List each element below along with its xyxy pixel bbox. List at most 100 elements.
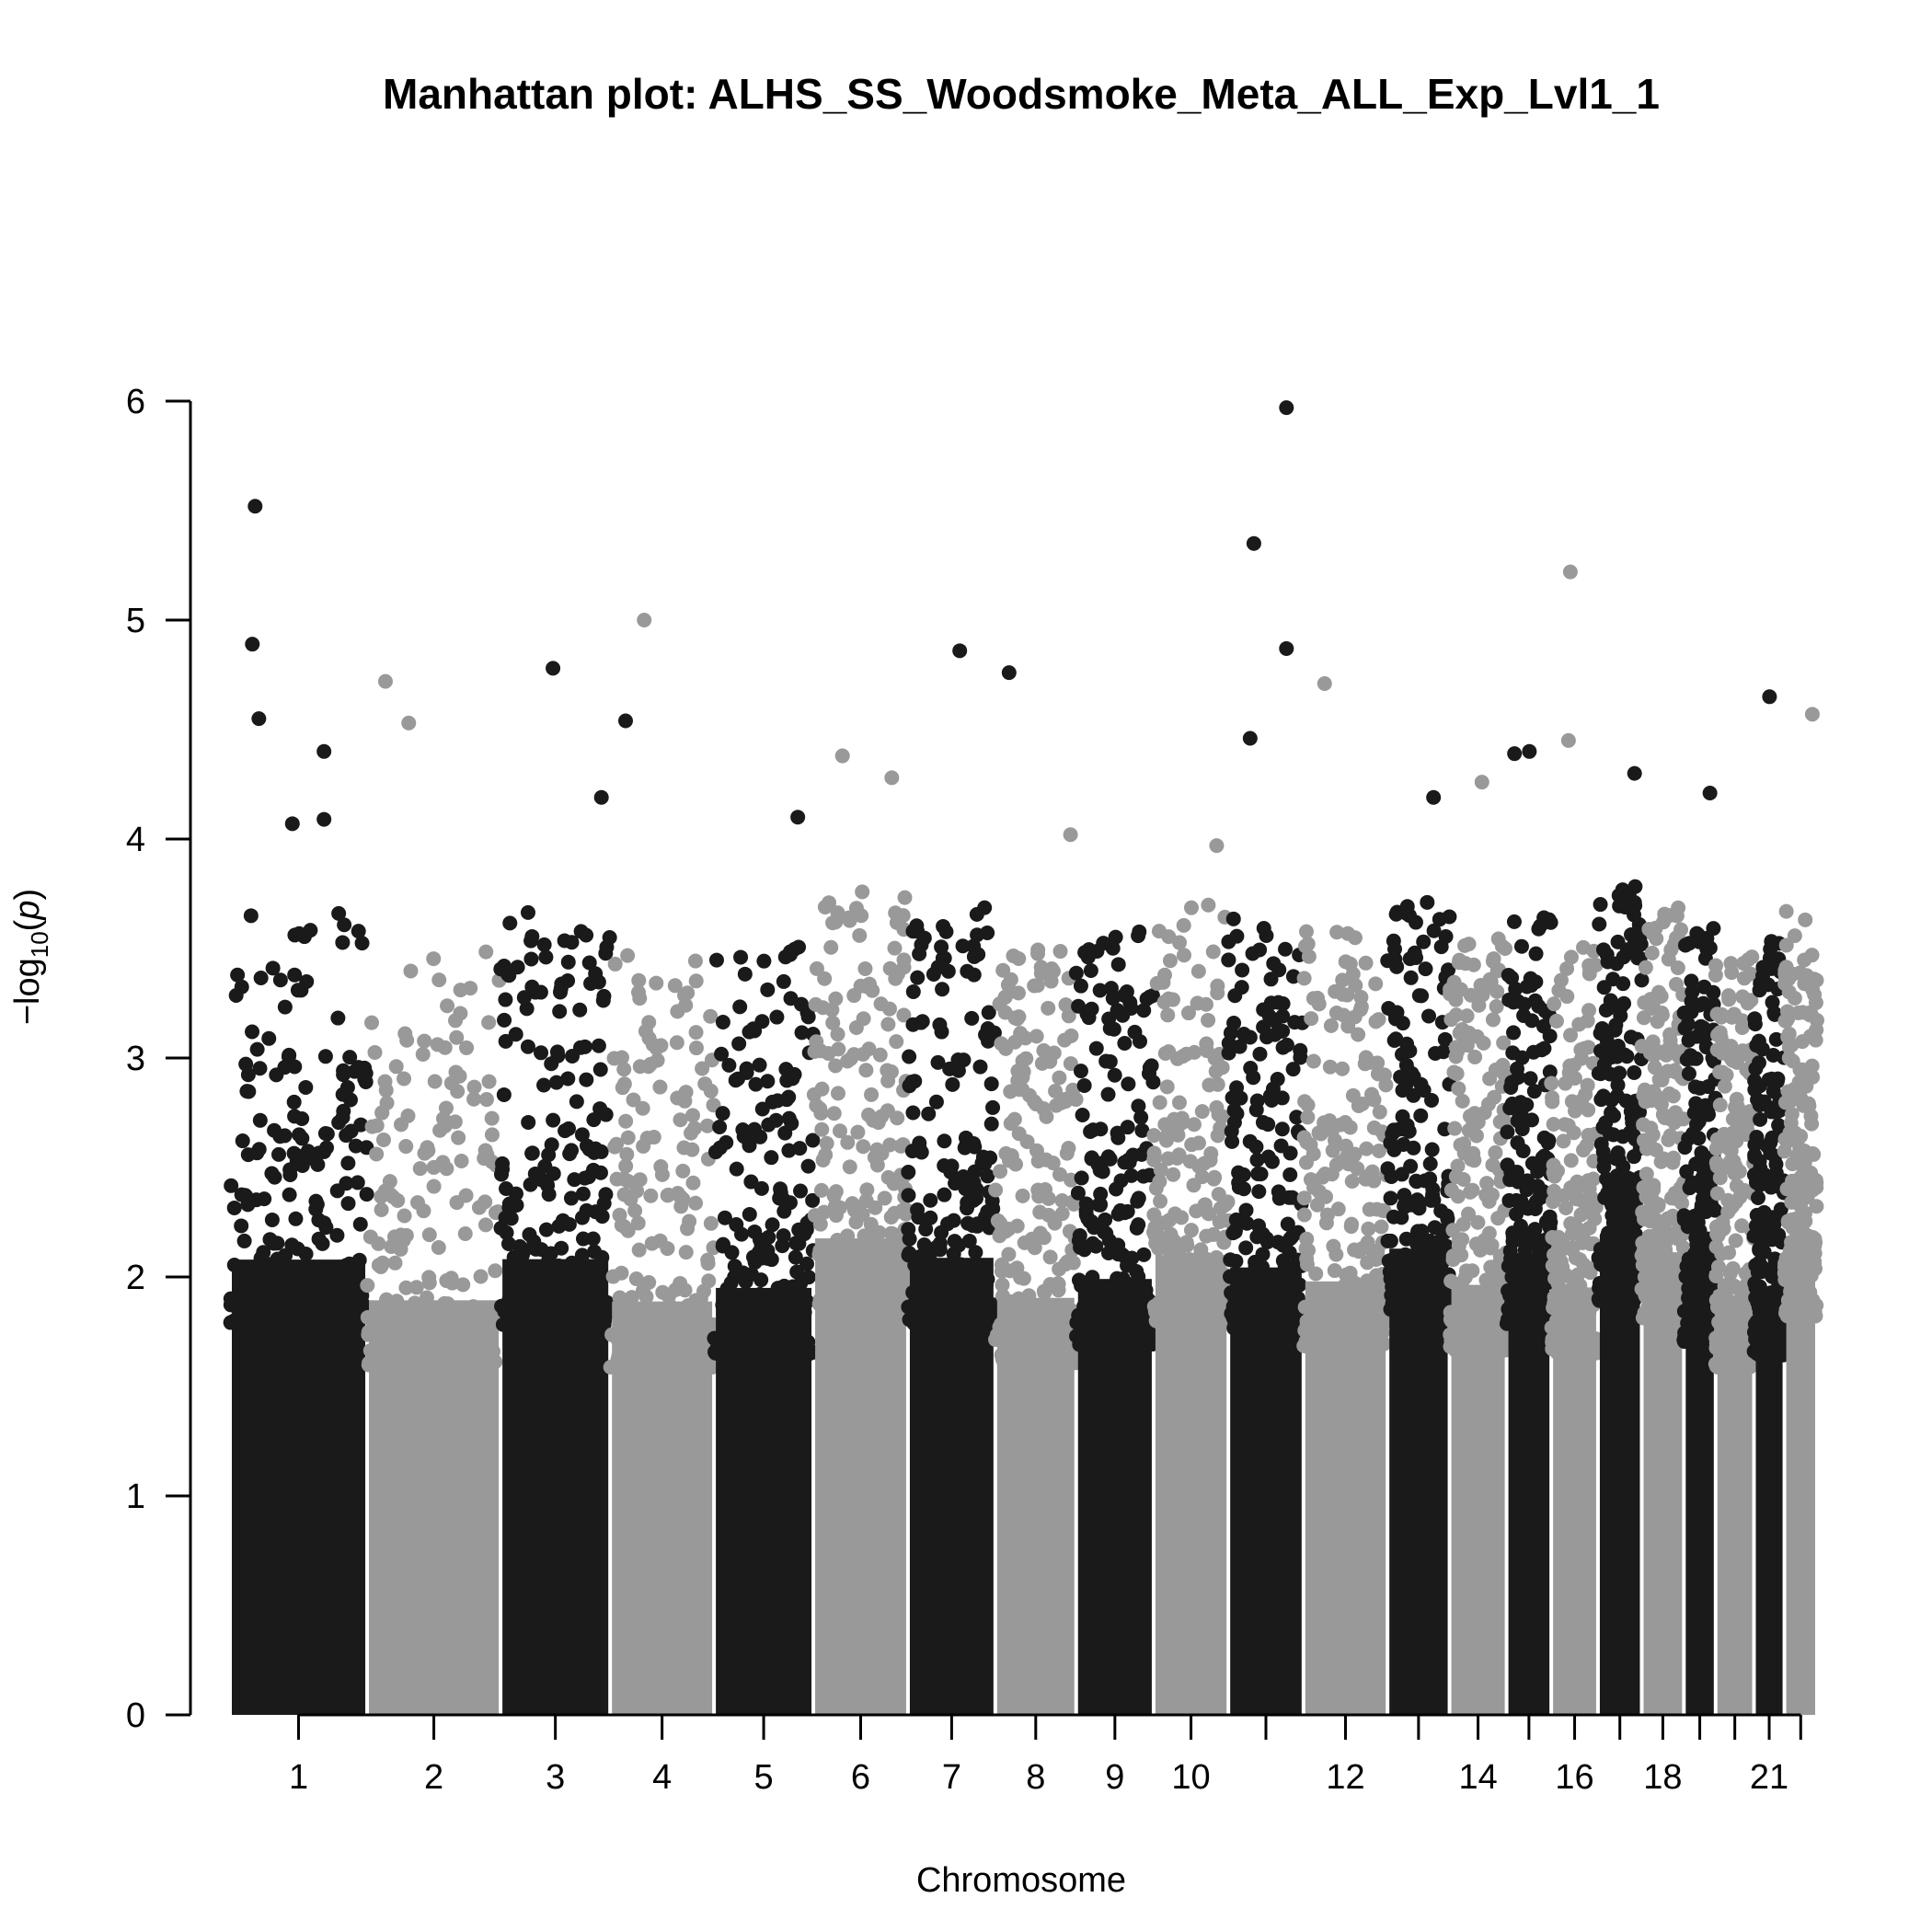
snp-point	[540, 1306, 556, 1322]
snp-point	[1252, 942, 1268, 958]
snp-point	[1059, 1145, 1075, 1161]
snp-point	[1500, 1124, 1515, 1140]
snp-point	[572, 1002, 588, 1018]
snp-point	[1443, 1305, 1458, 1320]
snp-point	[1345, 1087, 1361, 1103]
snp-point	[739, 1343, 754, 1359]
snp-point	[1253, 1296, 1269, 1312]
snp-point	[282, 1047, 297, 1063]
snp-point	[1110, 1125, 1125, 1141]
snp-point	[643, 1188, 659, 1203]
snp-point	[1536, 1130, 1552, 1145]
snp-point	[405, 1306, 420, 1322]
snp-point	[753, 1129, 768, 1144]
snp-point	[966, 949, 982, 964]
peak-point	[884, 770, 900, 786]
snp-point	[574, 1248, 590, 1263]
y-tick-label: 2	[126, 1259, 145, 1297]
x-tick-label: 18	[1643, 1758, 1682, 1797]
snp-point	[677, 1282, 693, 1298]
snp-point	[1010, 1073, 1026, 1088]
snp-point	[1593, 1066, 1608, 1082]
snp-point	[605, 1269, 621, 1284]
snp-point	[756, 1324, 772, 1340]
snp-point	[1696, 979, 1712, 995]
snp-point	[1201, 1206, 1216, 1222]
snp-point	[1451, 1238, 1466, 1254]
snp-point	[902, 1231, 917, 1247]
snp-point	[421, 1270, 437, 1285]
snp-point	[1371, 1012, 1386, 1028]
snp-point	[753, 1300, 768, 1316]
snp-point	[1265, 1282, 1281, 1297]
snp-point	[1202, 1077, 1217, 1093]
snp-point	[1521, 1262, 1536, 1278]
peak-point	[316, 743, 332, 759]
snp-point	[1003, 1116, 1018, 1132]
snp-point	[1766, 1005, 1782, 1020]
snp-point	[707, 1344, 723, 1360]
snp-point	[409, 1195, 425, 1211]
snp-point	[1175, 1049, 1190, 1064]
snp-point	[1563, 1028, 1579, 1043]
snp-point	[1691, 1299, 1707, 1315]
snp-point	[1350, 1323, 1365, 1339]
snp-point	[488, 1263, 503, 1279]
snp-point	[1421, 1008, 1437, 1024]
snp-point	[387, 1255, 403, 1271]
snp-point	[905, 983, 921, 999]
snp-point	[483, 1331, 499, 1347]
snp-point	[1455, 1093, 1470, 1109]
snp-point	[1694, 1144, 1709, 1160]
peak-point	[1139, 991, 1155, 1006]
snp-point	[523, 951, 539, 967]
snp-point	[1768, 1174, 1784, 1190]
snp-point	[1041, 1337, 1056, 1352]
snp-point	[1182, 1154, 1198, 1169]
snp-point	[1230, 1294, 1246, 1309]
snp-point	[687, 953, 703, 969]
snp-point	[1409, 1192, 1425, 1208]
snp-point	[779, 1092, 795, 1108]
snp-point	[856, 1011, 871, 1027]
snp-point	[1500, 1312, 1515, 1328]
snp-point	[1433, 939, 1449, 955]
y-axis-label: −log10(p)	[8, 889, 53, 1025]
snp-point	[586, 1112, 602, 1128]
snp-point	[1329, 925, 1345, 940]
snp-point	[1146, 1145, 1162, 1161]
snp-point	[861, 1041, 877, 1057]
snp-point	[594, 1249, 610, 1265]
snp-point	[1708, 1340, 1724, 1356]
snp-point	[992, 1228, 1007, 1244]
snp-point	[426, 951, 442, 967]
snp-point	[1588, 1200, 1604, 1215]
snp-point	[1011, 1291, 1027, 1306]
snp-point	[1160, 1261, 1176, 1277]
snp-point	[776, 1278, 792, 1294]
snp-point	[985, 1099, 1001, 1115]
snp-point	[756, 953, 772, 969]
snp-point	[649, 1334, 664, 1350]
peak-point	[790, 810, 806, 825]
snp-point	[918, 1222, 934, 1237]
snp-point	[1713, 1009, 1729, 1025]
snp-point	[1335, 972, 1351, 988]
snp-point	[1358, 955, 1374, 971]
snp-point	[1466, 957, 1481, 972]
snp-point	[282, 1187, 297, 1202]
snp-point	[743, 1174, 759, 1190]
peak-point	[251, 711, 267, 727]
snp-point	[558, 1123, 573, 1139]
snp-point	[1528, 946, 1544, 961]
snp-point	[1426, 1241, 1442, 1257]
snp-point	[1238, 1240, 1254, 1256]
snp-point	[693, 1291, 708, 1306]
snp-point	[1543, 914, 1558, 930]
snp-point	[1749, 1345, 1765, 1361]
snp-point	[1045, 963, 1061, 979]
snp-point	[319, 1140, 335, 1156]
snp-point	[652, 1079, 668, 1095]
snp-point	[970, 1218, 985, 1234]
snp-point	[1609, 1168, 1625, 1184]
